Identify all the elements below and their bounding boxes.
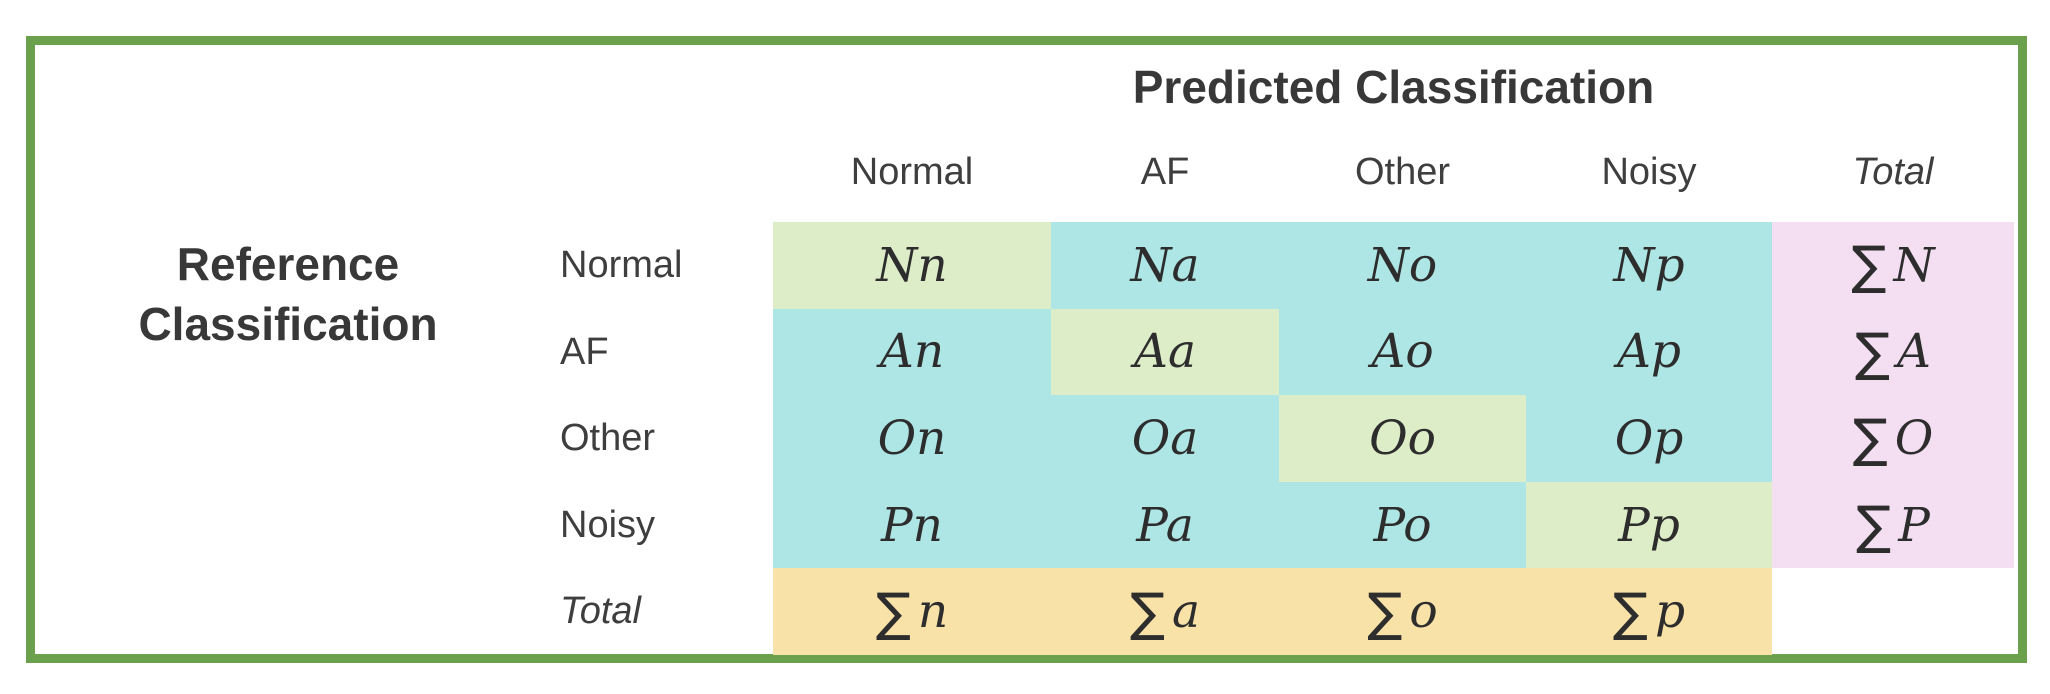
cell-value: Nn <box>876 237 948 293</box>
cell-r1c3: Ap <box>1526 308 1772 396</box>
cell-r0c4: ∑ N <box>1772 222 2014 309</box>
cell-r3c0: Pn <box>773 481 1051 569</box>
cell-value: An <box>879 324 945 380</box>
cell-r3c3: Pp <box>1526 481 1772 569</box>
cell-value: Pa <box>1136 497 1194 553</box>
cell-value: No <box>1367 237 1438 293</box>
cell-r1c0: An <box>773 308 1051 396</box>
cell-value: Na <box>1130 237 1200 293</box>
row-header-af: AF <box>560 331 609 373</box>
cell-r0c0: Nn <box>773 222 1051 309</box>
cell-value: On <box>877 410 947 466</box>
cell-r3c4: ∑ P <box>1772 481 2014 569</box>
sum-symbol: ∑ <box>1855 322 1891 383</box>
cell-r1c1: Aa <box>1051 308 1279 396</box>
cell-value: Po <box>1373 497 1432 553</box>
cell-r1c2: Ao <box>1279 308 1526 396</box>
sum-symbol: ∑ <box>1129 582 1165 643</box>
reference-axis-title-line2: Classification <box>138 298 438 350</box>
sum-symbol: ∑ <box>1856 496 1892 557</box>
col-header-other: Other <box>1354 150 1451 193</box>
cell-r2c2: Oo <box>1279 395 1526 482</box>
cell-value: p <box>1654 584 1686 640</box>
col-header-noisy: Noisy <box>1601 150 1697 193</box>
cell-r4c1: ∑ a <box>1051 568 1279 655</box>
cell-value: Np <box>1613 237 1685 293</box>
cell-value: Oo <box>1369 410 1436 466</box>
cell-value: O <box>1894 410 1934 466</box>
matrix-grid: Nn Na No Np ∑ N An Aa Ao <box>773 222 2014 655</box>
cell-r4c4-empty <box>1772 568 2014 655</box>
sum-symbol: ∑ <box>1851 236 1887 297</box>
cell-r4c3: ∑ p <box>1526 568 1772 655</box>
row-header-total: Total <box>560 590 641 632</box>
row-header-normal: Normal <box>560 244 683 286</box>
cell-value: Ao <box>1371 324 1434 380</box>
sum-symbol: ∑ <box>875 582 911 643</box>
col-header-total: Total <box>1852 150 1934 193</box>
cell-r2c4: ∑ O <box>1772 395 2014 482</box>
cell-r2c1: Oa <box>1051 395 1279 482</box>
col-header-normal: Normal <box>850 150 974 193</box>
row-header-other: Other <box>560 417 656 459</box>
cell-value: N <box>1893 237 1935 293</box>
row-header-noisy: Noisy <box>560 504 656 546</box>
cell-value: Oa <box>1131 410 1199 466</box>
cell-value: Pp <box>1618 497 1680 553</box>
cell-value: A <box>1897 324 1931 380</box>
cell-r3c1: Pa <box>1051 481 1279 569</box>
cell-r4c2: ∑ o <box>1279 568 1526 655</box>
cell-value: P <box>1898 497 1930 553</box>
sum-symbol: ∑ <box>1612 582 1648 643</box>
cell-r2c3: Op <box>1526 395 1772 482</box>
sum-symbol: ∑ <box>1852 409 1888 470</box>
sum-symbol: ∑ <box>1367 582 1403 643</box>
cell-value: Op <box>1614 410 1684 466</box>
reference-axis-title: Reference Classification <box>28 234 548 354</box>
cell-value: Aa <box>1134 324 1196 380</box>
predicted-axis-title: Predicted Classification <box>1132 61 1655 113</box>
cell-value: Pn <box>881 497 943 553</box>
cell-r3c2: Po <box>1279 481 1526 569</box>
cell-value: o <box>1409 584 1438 640</box>
cell-r1c4: ∑ A <box>1772 308 2014 396</box>
col-header-af: AF <box>1140 150 1190 193</box>
reference-axis-title-line1: Reference <box>176 238 400 290</box>
cell-r0c1: Na <box>1051 222 1279 309</box>
cell-r2c0: On <box>773 395 1051 482</box>
cell-value: Ap <box>1616 324 1682 380</box>
cell-value: a <box>1172 584 1201 640</box>
cell-r4c0: ∑ n <box>773 568 1051 655</box>
cell-r0c2: No <box>1279 222 1526 309</box>
cell-r0c3: Np <box>1526 222 1772 309</box>
cell-value: n <box>917 584 949 640</box>
